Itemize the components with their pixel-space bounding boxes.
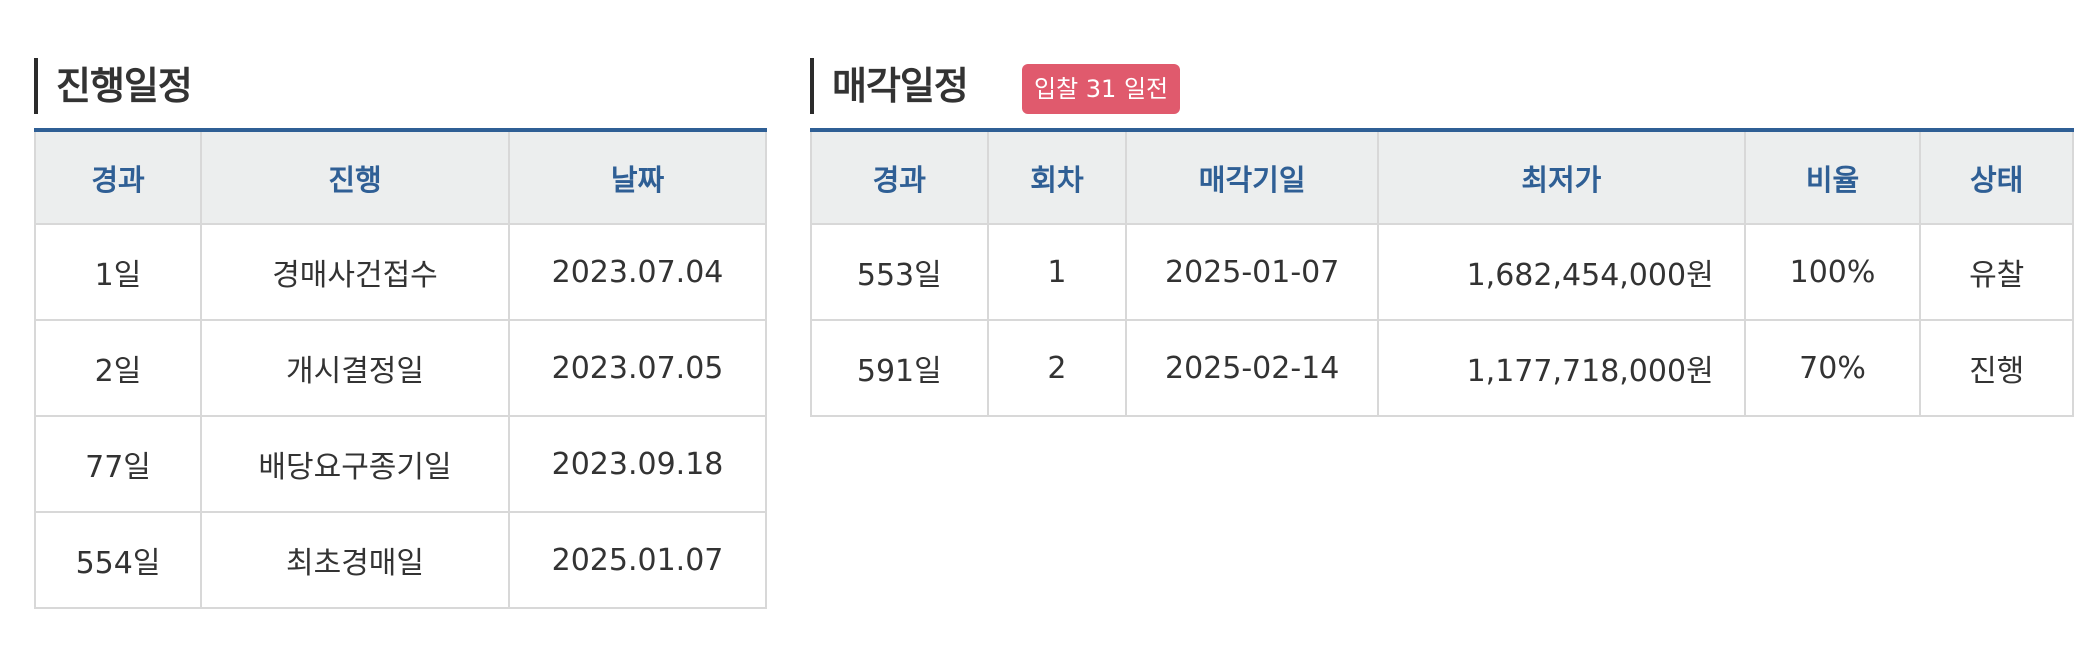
- column-header-elapsed: 경과: [34, 129, 202, 225]
- column-header-stage: 진행: [200, 129, 510, 225]
- cell-ratio: 100%: [1743, 223, 1922, 321]
- cell-elapsed: 554일: [34, 511, 202, 609]
- cell-elapsed: 77일: [34, 415, 202, 513]
- table-header-row: 경과 회차 매각기일 최저가 비율 상태: [810, 129, 2074, 225]
- table-row: 591일 2 2025-02-14 1,177,718,000원 70% 진행: [810, 319, 2074, 417]
- cell-date: 2025.01.07: [508, 511, 767, 609]
- cell-elapsed: 1일: [34, 223, 202, 321]
- table-row: 2일 개시결정일 2023.07.05: [34, 319, 767, 417]
- progress-schedule-header: 진행일정: [34, 56, 769, 114]
- cell-stage: 경매사건접수: [200, 223, 510, 321]
- cell-stage: 최초경매일: [200, 511, 510, 609]
- column-header-date: 날짜: [508, 129, 767, 225]
- cell-elapsed: 553일: [810, 223, 989, 321]
- cell-min-price: 1,682,454,000원: [1377, 223, 1746, 321]
- table-row: 554일 최초경매일 2025.01.07: [34, 511, 767, 609]
- sale-schedule-title: 매각일정: [832, 64, 969, 108]
- cell-status: 진행: [1919, 319, 2074, 417]
- table-row: 77일 배당요구종기일 2023.09.18: [34, 415, 767, 513]
- column-header-round: 회차: [986, 129, 1128, 225]
- cell-elapsed: 2일: [34, 319, 202, 417]
- cell-elapsed: 591일: [810, 319, 989, 417]
- sale-schedule-header: 매각일정 입찰 31 일전: [810, 56, 2074, 114]
- column-header-elapsed: 경과: [810, 129, 989, 225]
- cell-sale-date: 2025-02-14: [1125, 319, 1380, 417]
- progress-schedule-table: 경과 진행 날짜 1일 경매사건접수 2023.07.04 2일 개시결정일 2…: [34, 128, 767, 609]
- progress-schedule-section: 진행일정 경과 진행 날짜 1일 경매사건접수 2023.07.04 2일 개시…: [34, 56, 769, 609]
- column-header-status: 상태: [1919, 129, 2074, 225]
- cell-stage: 배당요구종기일: [200, 415, 510, 513]
- column-header-ratio: 비율: [1743, 129, 1922, 225]
- cell-date: 2023.09.18: [508, 415, 767, 513]
- sale-schedule-section: 매각일정 입찰 31 일전 경과 회차 매각기일 최저가 비율 상태 553일: [810, 56, 2074, 417]
- table-header-row: 경과 진행 날짜: [34, 129, 767, 225]
- cell-date: 2023.07.04: [508, 223, 767, 321]
- cell-min-price: 1,177,718,000원: [1377, 319, 1746, 417]
- section-marker-bar: [34, 58, 38, 114]
- cell-stage: 개시결정일: [200, 319, 510, 417]
- section-marker-bar: [810, 58, 814, 114]
- sale-schedule-table: 경과 회차 매각기일 최저가 비율 상태 553일 1 2025-01-07 1…: [810, 128, 2074, 417]
- cell-round: 1: [986, 223, 1128, 321]
- cell-sale-date: 2025-01-07: [1125, 223, 1380, 321]
- cell-date: 2023.07.05: [508, 319, 767, 417]
- column-header-sale-date: 매각기일: [1125, 129, 1380, 225]
- cell-status: 유찰: [1919, 223, 2074, 321]
- cell-ratio: 70%: [1743, 319, 1922, 417]
- table-row: 553일 1 2025-01-07 1,682,454,000원 100% 유찰: [810, 223, 2074, 321]
- progress-schedule-title: 진행일정: [56, 64, 193, 108]
- days-until-bid-badge: 입찰 31 일전: [1022, 64, 1181, 114]
- column-header-min-price: 최저가: [1377, 129, 1746, 225]
- table-row: 1일 경매사건접수 2023.07.04: [34, 223, 767, 321]
- cell-round: 2: [986, 319, 1128, 417]
